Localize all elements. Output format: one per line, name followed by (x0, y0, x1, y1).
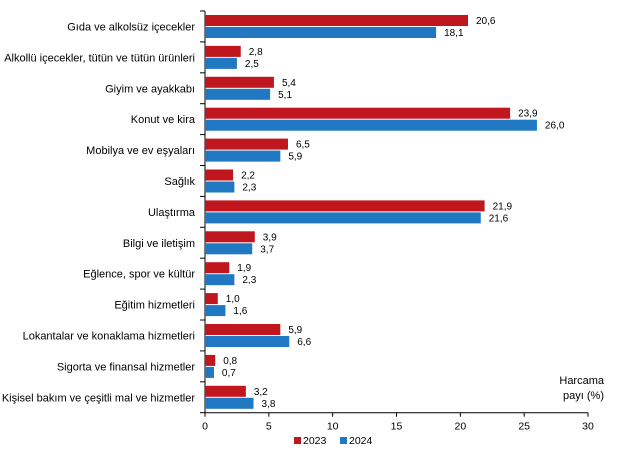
bar-2023 (205, 231, 255, 243)
x-tick-label: 15 (391, 421, 403, 433)
category-label: Eğlence, spor ve kültür (83, 269, 195, 281)
category-label: Kişisel bakım ve çeşitli mal ve hizmetle… (2, 392, 196, 404)
bar-2024 (205, 366, 214, 378)
category-label: Konut ve kira (131, 114, 196, 126)
category-label: Eğitim hizmetleri (114, 300, 195, 312)
bar-2023 (205, 262, 230, 274)
x-tick-label: 30 (582, 421, 594, 433)
category-label: Lokantalar ve konaklama hizmetleri (23, 330, 195, 342)
data-label-2023: 20,6 (476, 16, 496, 27)
category-label: Giyim ve ayakkabı (105, 83, 195, 95)
data-label-2023: 1,9 (237, 263, 251, 274)
bar-2024 (205, 150, 281, 162)
data-label-2023: 21,9 (493, 201, 513, 212)
bar-2023 (205, 15, 468, 26)
data-label-2024: 1,6 (233, 306, 247, 317)
category-label: Sigorta ve finansal hizmetler (57, 361, 196, 373)
bar-2024 (205, 243, 253, 255)
data-label-2023: 5,9 (288, 325, 302, 336)
legend-swatch-2023 (294, 437, 301, 444)
bar-2023 (205, 200, 485, 212)
data-label-2023: 6,5 (296, 140, 310, 151)
data-label-2024: 18,1 (444, 28, 464, 39)
bar-2024 (205, 57, 237, 69)
bar-2024 (205, 27, 437, 38)
bar-2024 (205, 181, 235, 193)
x-axis-title-line1: Harcama (559, 375, 605, 387)
category-label: Bilgi ve iletişim (123, 238, 195, 250)
data-label-2023: 0,8 (223, 356, 237, 367)
data-label-2023: 2,2 (241, 171, 255, 182)
data-label-2024: 2,3 (242, 275, 256, 286)
data-label-2024: 2,5 (245, 59, 259, 70)
category-label: Gıda ve alkolsüz içecekler (67, 21, 195, 33)
x-tick-label: 0 (202, 421, 208, 433)
x-tick-label: 25 (518, 421, 530, 433)
legend-swatch-2024 (340, 437, 347, 444)
category-label: Alkollü içecekler, tütün ve tütün ürünle… (4, 52, 195, 64)
data-label-2024: 21,6 (489, 213, 509, 224)
bar-2024 (205, 212, 481, 224)
data-label-2024: 5,9 (288, 152, 302, 163)
bar-2023 (205, 324, 281, 335)
data-label-2024: 6,6 (297, 337, 311, 348)
data-label-2023: 23,9 (518, 109, 538, 120)
x-tick-label: 5 (266, 421, 272, 433)
data-label-2023: 5,4 (282, 78, 296, 89)
bar-2023 (205, 354, 216, 366)
bar-2024 (205, 305, 226, 317)
bar-2024 (205, 88, 271, 100)
category-label: Mobilya ve ev eşyaları (86, 145, 195, 157)
x-tick-label: 10 (327, 421, 339, 433)
category-label: Ulaştırma (148, 207, 196, 219)
data-label-2024: 26,0 (545, 121, 565, 132)
data-label-2024: 0,7 (222, 368, 236, 379)
x-axis-title-line2: payı (%) (563, 390, 604, 402)
bar-2023 (205, 76, 274, 88)
bar-2023 (205, 45, 241, 57)
data-label-2023: 1,0 (226, 294, 240, 305)
bar-2024 (205, 397, 254, 409)
bar-2023 (205, 107, 511, 119)
data-label-2023: 2,8 (249, 47, 263, 58)
bar-2023 (205, 169, 234, 181)
bar-2024 (205, 274, 235, 286)
data-label-2023: 3,9 (263, 232, 277, 243)
bar-2024 (205, 336, 290, 347)
legend-label-2024: 2024 (349, 435, 373, 447)
legend-label-2023: 2023 (303, 435, 327, 447)
bar-2023 (205, 293, 218, 305)
data-label-2024: 3,8 (262, 399, 276, 410)
bar-2023 (205, 385, 246, 397)
x-tick-label: 20 (454, 421, 466, 433)
data-label-2023: 3,2 (254, 387, 268, 398)
bar-2024 (205, 119, 537, 131)
data-label-2024: 3,7 (260, 244, 274, 255)
data-label-2024: 2,3 (242, 183, 256, 194)
category-label: Sağlık (164, 176, 195, 188)
bar-2023 (205, 138, 288, 150)
data-label-2024: 5,1 (278, 90, 292, 101)
